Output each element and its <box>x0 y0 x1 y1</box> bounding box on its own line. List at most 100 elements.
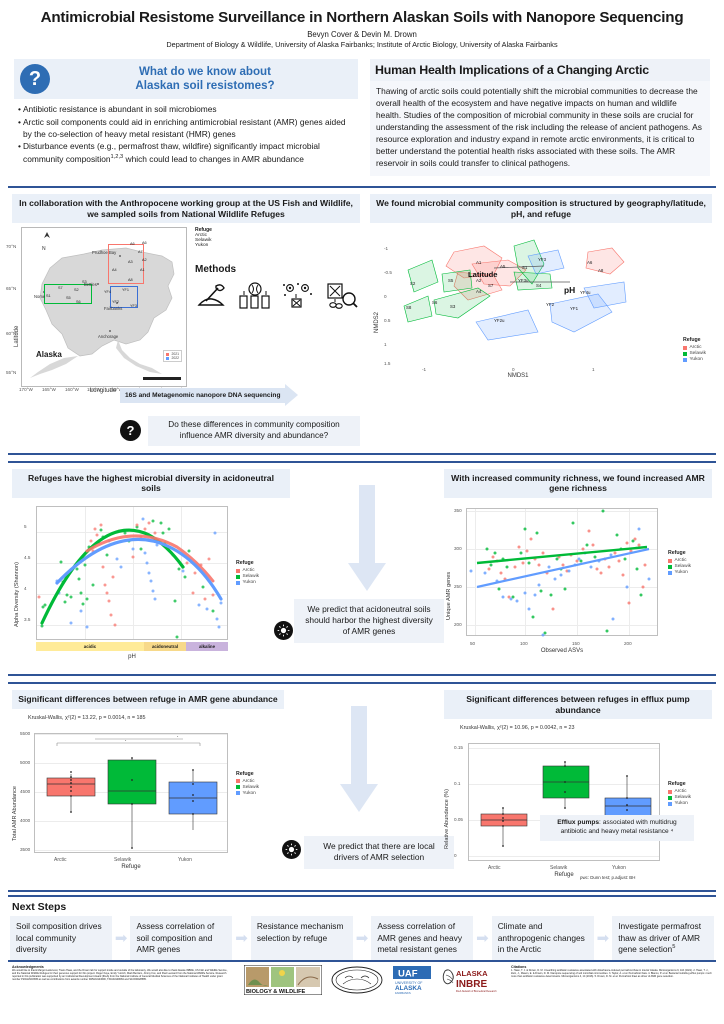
sampling-header: In collaboration with the Anthropocene w… <box>12 193 360 224</box>
nmds-group-label: YF4u <box>580 290 591 296</box>
map-x-tick: 160°W <box>65 387 79 393</box>
map-x-tick: 150°W <box>109 387 123 393</box>
arrow-right-icon: ➡ <box>596 930 610 948</box>
efflux-callout-rest: : associated with multidrug antibiotic a… <box>560 819 677 836</box>
city-label: Anchorage <box>98 334 119 340</box>
amr-box-stat: Kruskal-Wallis, χ²(2) = 13.22, p = 0.001… <box>28 714 146 721</box>
efflux-legend: Refuge Arctic Selawik Yukon <box>668 781 691 807</box>
richness-x-tick: 150 <box>572 641 580 647</box>
nmds-panel: We found microbial community composition… <box>370 193 712 446</box>
nmds-group-label: YF2u <box>494 318 505 324</box>
site-label: A2 <box>142 258 147 263</box>
down-arrow-icon <box>348 484 386 591</box>
legend-title: Refuge <box>668 781 686 788</box>
alpha-x-axis-title: pH <box>128 654 136 661</box>
site-label: YF3 <box>130 304 137 309</box>
next-step-4: Assess correlation of AMR genes and heav… <box>371 916 474 960</box>
legend-item-selawik: Selawik <box>195 238 212 244</box>
nmds-group-label: A1 <box>476 260 482 266</box>
map-y-axis-title: Latitude <box>14 325 20 348</box>
ph-band-acidic: acidic <box>36 642 144 652</box>
methods-icon-row <box>195 282 360 310</box>
map-inner-legend: 2021 2022 <box>163 350 182 363</box>
nmds-group-label: A8 <box>598 268 604 274</box>
legend-item-arctic: Arctic <box>682 345 706 350</box>
map-legend: Refuge Arctic Selawik Yukon <box>195 227 360 248</box>
richness-x-tick: 50 <box>470 641 476 647</box>
richness-y-tick: 200 <box>454 622 462 628</box>
biology-wildlife-logo: BIOLOGY & WILDLIFE <box>244 964 322 995</box>
legend-item-selawik: Selawik <box>668 795 691 800</box>
legend-item-selawik: Selawik <box>682 351 706 356</box>
ph-band-acidoneutral: acidoneutral <box>144 642 186 652</box>
citations: Citations 1. Haan, T. J. & Drown, D. M. … <box>511 965 712 978</box>
alaska-landmass-icon: N <box>30 232 175 379</box>
sampling-panel: In collaboration with the Anthropocene w… <box>6 193 360 446</box>
next-step-1: Soil composition drives local community … <box>10 916 112 960</box>
down-arrow-icon <box>340 706 378 813</box>
intro-bullet-list: Antibiotic resistance is abundant in soi… <box>14 99 358 165</box>
efflux-boxes <box>480 761 652 848</box>
amr-box-header: Significant differences between refuge i… <box>12 690 284 709</box>
svg-text:INBRE: INBRE <box>456 979 487 990</box>
efflux-x-axis-title: Refuge <box>554 872 574 879</box>
efflux-chart: Relative Abundance (%) 0 0.05 0.1 0.15 <box>444 733 712 883</box>
legend-item-arctic: Arctic <box>668 558 691 563</box>
richness-y-tick: 250 <box>454 584 462 590</box>
legend-item-yukon: Yukon <box>236 580 259 585</box>
legend-item-arctic: Arctic <box>668 789 691 794</box>
nmds-group-label: S2 <box>410 281 416 287</box>
next-step-6: Investigate permafrost thaw as driver of… <box>612 916 715 960</box>
intro-row: ? What do we know about Alaskan soil res… <box>8 53 716 179</box>
richness-x-tick: 100 <box>520 641 528 647</box>
map-x-tick: 165°W <box>42 387 56 393</box>
legend-item-yukon: Yukon <box>668 570 691 575</box>
question-header: ? What do we know about Alaskan soil res… <box>14 59 358 100</box>
site-label: A4 <box>112 268 117 273</box>
nmds-x-tick: 1 <box>592 367 595 373</box>
arrow-right-icon: ➡ <box>235 930 248 948</box>
alpha-header: Refuges have the highest microbial diver… <box>12 468 290 499</box>
site-label: A7 <box>138 250 143 255</box>
legend-title: Refuge <box>236 770 254 777</box>
nmds-y-axis-title: NMDS2 <box>374 312 380 334</box>
nmds-legend: Refuge Arctic Selawik Yukon <box>682 337 706 363</box>
nmds-group-label: A2 <box>476 278 482 284</box>
nmds-y-tick: 1.5 <box>384 361 391 367</box>
legend-item-yukon: Yukon <box>682 357 706 362</box>
alpha-chart: Alpha Diversity (Shannon) 3.5 4 4.5 5 <box>12 502 290 667</box>
amr-box-x-tick: Selawik <box>114 856 132 863</box>
svg-text:UAF: UAF <box>398 968 418 979</box>
alaska-map: Latitude <box>6 227 187 400</box>
nmds-y-tick: 0 <box>384 294 387 300</box>
boxplot-band: Significant differences between refuge i… <box>8 682 716 893</box>
alpha-diversity-panel: Refuges have the highest microbial diver… <box>12 468 290 667</box>
map-y-tick: 55°N <box>6 370 17 376</box>
nmds-group-label: S8 <box>406 305 412 311</box>
amr-box-y-tick: 3500 <box>20 846 31 852</box>
richness-chart: Unique AMR genes 200 250 300 350 <box>444 502 712 662</box>
city-label: Fairbanks <box>104 306 123 312</box>
svg-text:UNIVERSITY OF: UNIVERSITY OF <box>395 981 423 985</box>
next-steps-row: Soil composition drives local community … <box>8 916 716 960</box>
nmds-group-label: S3 <box>450 304 456 310</box>
question-mark-icon: ? <box>20 64 50 95</box>
arrow-right-icon: ➡ <box>355 930 369 948</box>
boxplot-row: Significant differences between refuge i… <box>8 684 716 890</box>
human-health-title: Human Health Implications of a Changing … <box>370 59 710 82</box>
list-item: Antibiotic resistance is abundant in soi… <box>18 104 356 116</box>
richness-header: With increased community richness, we fo… <box>444 468 712 499</box>
methods-banner-wrap: 16S and Metagenomic nanopore DNA sequenc… <box>120 384 356 407</box>
nmds-y-tick: -1 <box>384 246 389 252</box>
nmds-group-label: S4 <box>536 283 542 289</box>
nmds-group-label: YF3 <box>538 257 547 263</box>
list-item: Arctic soil components could aid in enri… <box>18 117 356 141</box>
uaf-logo: UAF UNIVERSITY OF ALASKA FAIRBANKS <box>393 965 431 995</box>
nmds-group-label: A6 <box>587 260 593 266</box>
nmds-header: We found microbial community composition… <box>370 193 712 224</box>
legend-title: Refuge <box>668 550 686 557</box>
dna-extraction-icon <box>239 282 270 309</box>
amr-box-plot-area: * * <box>34 732 228 853</box>
efflux-x-tick: Arctic <box>488 865 501 872</box>
